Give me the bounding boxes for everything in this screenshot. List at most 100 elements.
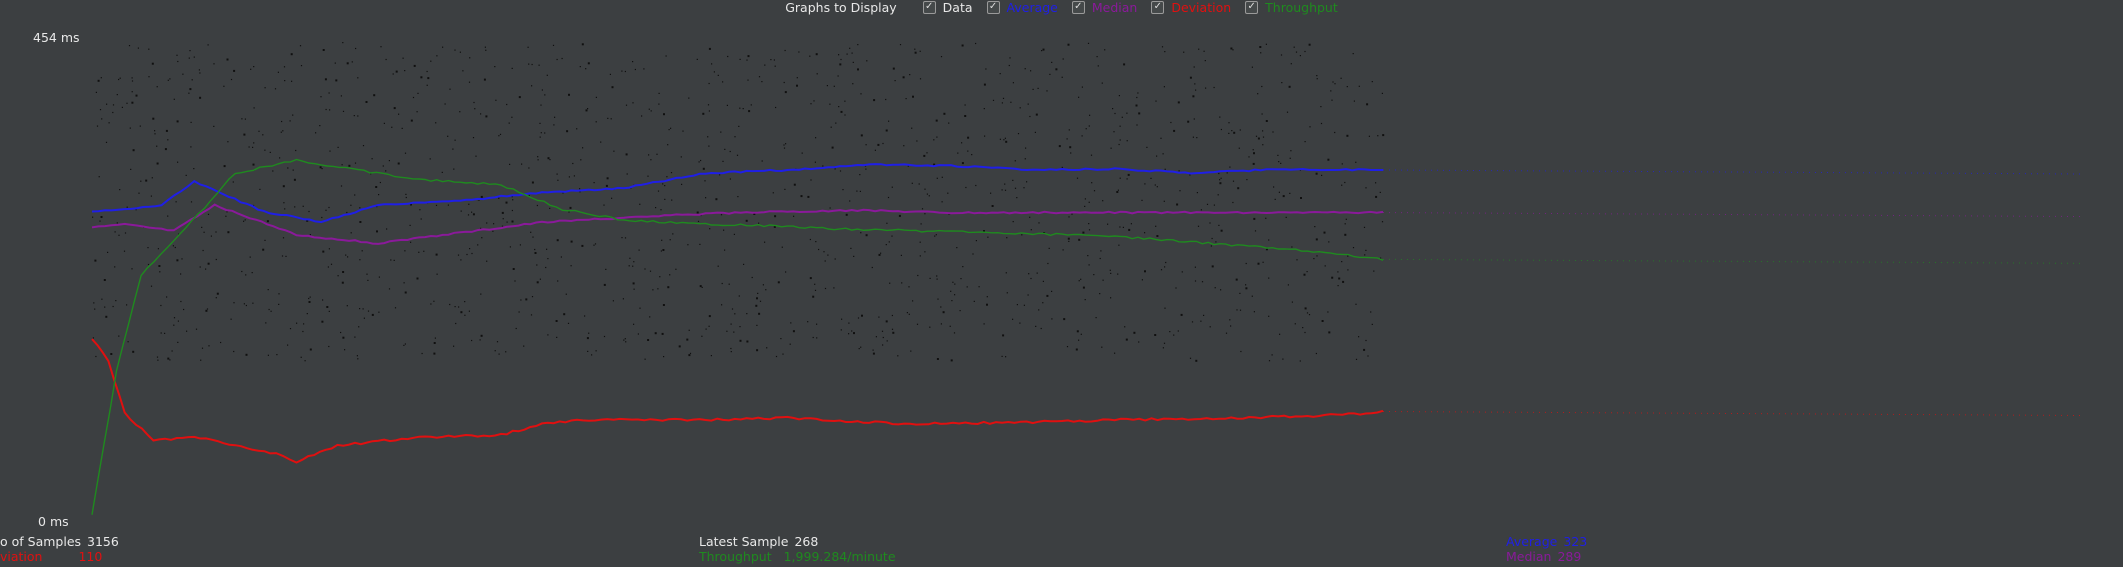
data-point: [1088, 264, 1090, 266]
data-point: [429, 158, 431, 160]
checkbox-data[interactable]: ✓: [922, 0, 936, 14]
data-point: [748, 110, 751, 113]
data-point: [975, 42, 977, 45]
data-point: [1382, 134, 1385, 137]
data-point: [328, 345, 330, 348]
data-point: [784, 91, 787, 94]
data-point: [666, 176, 668, 178]
data-point: [1253, 217, 1256, 220]
data-point: [264, 87, 266, 89]
data-point: [166, 296, 168, 298]
legend-toggle-deviation[interactable]: ✓ Deviation: [1151, 0, 1231, 15]
data-point: [1019, 107, 1021, 109]
data-point: [394, 307, 397, 309]
data-point: [523, 345, 525, 347]
data-point: [746, 313, 748, 315]
data-point: [858, 348, 860, 350]
data-point: [1091, 182, 1093, 184]
data-point: [950, 359, 953, 362]
checkbox-deviation[interactable]: ✓: [1151, 0, 1165, 14]
data-point: [413, 64, 416, 67]
data-point: [830, 126, 832, 128]
data-point: [1245, 287, 1248, 290]
data-point: [300, 65, 303, 67]
data-point: [860, 232, 862, 234]
data-point: [116, 94, 118, 96]
data-point: [1189, 174, 1191, 176]
data-point: [595, 350, 597, 352]
data-point: [546, 74, 548, 76]
data-point: [1180, 313, 1183, 316]
data-point: [528, 194, 530, 197]
data-point: [1321, 174, 1323, 176]
data-point: [1080, 333, 1082, 335]
data-point: [283, 202, 285, 204]
data-point: [244, 219, 246, 221]
data-point: [891, 328, 894, 330]
data-point: [506, 103, 508, 106]
data-point: [753, 213, 756, 215]
data-point: [511, 67, 513, 69]
data-point: [530, 314, 533, 316]
data-point: [711, 63, 713, 65]
data-point: [171, 350, 173, 352]
data-point: [509, 246, 511, 248]
data-point: [1061, 76, 1063, 78]
data-point: [189, 88, 192, 91]
data-point: [861, 314, 863, 317]
data-point: [822, 165, 824, 167]
data-point: [909, 74, 911, 76]
data-point: [1340, 77, 1342, 79]
y-axis-min-value: 0: [38, 514, 46, 529]
data-point: [784, 49, 786, 52]
data-point: [709, 228, 711, 230]
legend-label-data: Data: [942, 0, 973, 15]
checkbox-average[interactable]: ✓: [986, 0, 1000, 14]
data-point: [659, 276, 661, 278]
data-point: [1380, 257, 1382, 259]
data-point: [131, 268, 133, 270]
data-point: [1047, 262, 1049, 265]
legend-toggle-throughput[interactable]: ✓ Throughput: [1245, 0, 1338, 15]
data-point: [947, 192, 949, 194]
data-point: [557, 280, 559, 282]
data-point: [1084, 299, 1086, 301]
data-point: [433, 300, 435, 302]
data-point: [1316, 255, 1318, 257]
data-point: [484, 46, 486, 48]
data-point: [637, 333, 639, 335]
checkbox-median[interactable]: ✓: [1071, 0, 1085, 14]
data-point: [848, 322, 850, 324]
data-point: [416, 277, 419, 280]
data-point: [561, 57, 563, 60]
data-point: [1195, 359, 1198, 362]
data-point: [660, 250, 662, 252]
data-point: [1291, 301, 1293, 303]
data-point: [419, 209, 421, 211]
data-point: [762, 284, 764, 286]
legend-toggle-data[interactable]: ✓ Data: [922, 0, 973, 15]
legend-toggle-average[interactable]: ✓ Average: [986, 0, 1058, 15]
data-point: [129, 127, 131, 129]
data-point: [1102, 200, 1104, 202]
series-line-average: [91, 163, 1383, 224]
data-point: [670, 172, 673, 174]
data-point: [611, 86, 614, 89]
data-point: [669, 274, 671, 276]
legend-toggle-median[interactable]: ✓ Median: [1071, 0, 1137, 15]
data-point: [1209, 222, 1211, 224]
data-point: [889, 282, 891, 284]
data-point: [363, 317, 365, 319]
data-point: [1078, 280, 1080, 282]
data-point: [528, 63, 530, 65]
data-point: [1285, 216, 1287, 218]
data-point: [278, 303, 280, 305]
checkbox-throughput[interactable]: ✓: [1245, 0, 1259, 14]
data-point: [639, 307, 641, 309]
data-point: [285, 255, 287, 257]
data-point: [342, 336, 345, 339]
data-point: [341, 164, 343, 166]
data-point: [857, 317, 860, 319]
data-point: [1278, 191, 1280, 193]
data-point: [1099, 293, 1101, 295]
